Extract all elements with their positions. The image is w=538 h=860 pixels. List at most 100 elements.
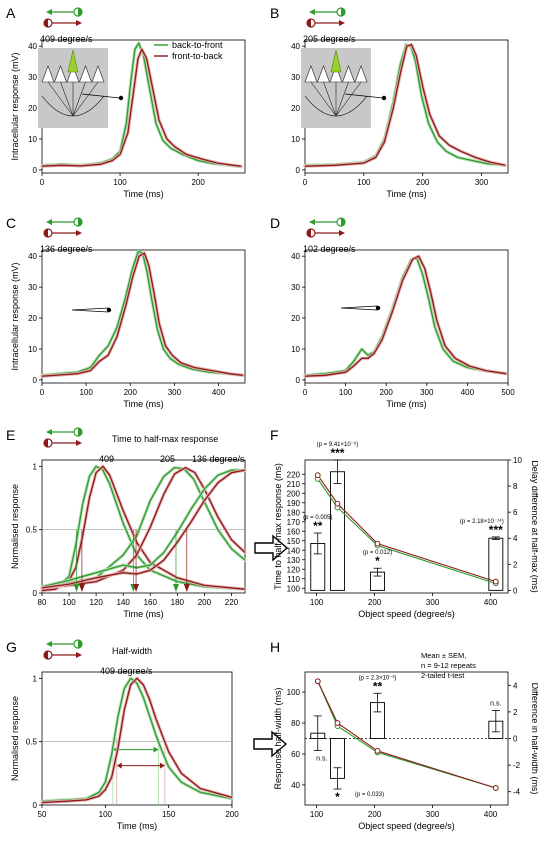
x-tick-label: 160 bbox=[144, 598, 158, 607]
x-tick-label: 80 bbox=[38, 598, 47, 607]
x-tick-label: 100 bbox=[339, 388, 353, 397]
object-pointer-icon bbox=[81, 93, 121, 99]
arrow-right-red-icon bbox=[44, 229, 48, 237]
y-tick-label: 10 bbox=[291, 345, 300, 354]
arrow-right-red-icon bbox=[307, 19, 311, 27]
y-tick-label: 20 bbox=[291, 314, 300, 323]
significance-stars: *** bbox=[330, 446, 344, 460]
y2-tick-label: 4 bbox=[513, 534, 518, 543]
series-line-red bbox=[317, 474, 496, 583]
x-axis-label: Object speed (degree/s) bbox=[358, 609, 455, 619]
p-value-label: (p = 0.012) bbox=[363, 550, 392, 556]
y-tick-label: 210 bbox=[287, 480, 301, 489]
x-tick-label: 120 bbox=[89, 598, 103, 607]
y-tick-label: 120 bbox=[287, 565, 301, 574]
x-tick-label: 400 bbox=[484, 598, 498, 607]
object-pointer-icon bbox=[375, 305, 381, 311]
panel-a: 0 100 200 0 10 20 30 40 Time (ms) Intracellular r… bbox=[10, 7, 246, 199]
series-line-red bbox=[41, 677, 233, 804]
x-tick-label: 220 bbox=[225, 598, 239, 607]
rhabdomere-line bbox=[335, 81, 349, 117]
p-value-label: (p = 0.005) bbox=[303, 515, 332, 521]
speed-label: 136 degree/s bbox=[40, 244, 93, 254]
data-point-red bbox=[492, 785, 499, 791]
series-line-red bbox=[41, 465, 246, 592]
x-tick-label: 150 bbox=[162, 810, 176, 819]
arrow-left-green-icon bbox=[78, 8, 82, 16]
significance-stars: ** bbox=[313, 519, 323, 533]
x-tick-label: 200 bbox=[416, 178, 430, 187]
x-tick-label: 0 bbox=[40, 388, 45, 397]
arrow-left-green-icon bbox=[341, 218, 345, 226]
x-tick-label: 100 bbox=[99, 810, 113, 819]
p-value-label: (p = 0.033) bbox=[355, 792, 384, 798]
y-tick-label: 0.5 bbox=[26, 526, 38, 535]
x-tick-label: 200 bbox=[368, 810, 382, 819]
series-line-green bbox=[41, 250, 243, 376]
y-tick-label: 80 bbox=[291, 719, 300, 728]
series-sem-band bbox=[40, 676, 234, 805]
y-axis-label: Intracellular response (mV) bbox=[10, 262, 20, 370]
ns-label: n.s. bbox=[490, 701, 501, 708]
arrow-left-green-icon bbox=[341, 8, 345, 16]
rhabdomere-line bbox=[60, 81, 74, 117]
object-pointer-icon bbox=[106, 307, 112, 313]
panel-letter: B bbox=[270, 5, 279, 21]
arrow-left-green-icon bbox=[309, 9, 315, 15]
panel-letter: G bbox=[6, 639, 17, 655]
plot-frame bbox=[41, 459, 246, 594]
plot-frame bbox=[304, 459, 509, 594]
rhabdomere-line bbox=[323, 81, 337, 117]
x-tick-label: 400 bbox=[484, 810, 498, 819]
hollow-right-arrow-icon bbox=[253, 730, 288, 758]
x-tick-label: 300 bbox=[420, 388, 434, 397]
fly-eye-inset-icon bbox=[38, 48, 108, 128]
x-tick-label: 400 bbox=[212, 388, 226, 397]
y-tick-label: 60 bbox=[291, 750, 300, 759]
y-tick-label: 100 bbox=[287, 688, 301, 697]
arrow-right-red-icon bbox=[76, 20, 82, 26]
y-tick-label: 170 bbox=[287, 518, 301, 527]
series-sem-band bbox=[40, 251, 245, 378]
y2-axis-label: Difference in half-width (ms) bbox=[530, 683, 538, 795]
speed-label: 409 degree/s bbox=[100, 666, 153, 676]
series-line-green bbox=[41, 677, 233, 802]
y-tick-label: 30 bbox=[291, 73, 300, 82]
arrow-left-green-icon bbox=[78, 218, 82, 226]
arrow-right-red-icon bbox=[307, 229, 311, 237]
half-max-marker-red bbox=[183, 584, 190, 592]
y-tick-label: 40 bbox=[291, 781, 300, 790]
half-width-arrowhead bbox=[159, 762, 165, 769]
rhabdomere-line bbox=[310, 81, 337, 117]
series-line-red bbox=[317, 681, 496, 789]
panel-e: 80 100 120 140 160 180 200 220 0 0.5 1 Time (ms) Nor… bbox=[10, 427, 289, 619]
y2-tick-label: 0 bbox=[513, 735, 518, 744]
y-tick-label: 160 bbox=[287, 527, 301, 536]
arrow-left-green-icon bbox=[46, 219, 52, 225]
ns-label: n.s. bbox=[316, 755, 327, 762]
y-tick-label: 0 bbox=[33, 166, 38, 175]
x-tick-label: 200 bbox=[124, 388, 138, 397]
speed-label: 205 bbox=[160, 454, 175, 464]
eye-outline bbox=[41, 95, 105, 117]
series-sem-band bbox=[40, 249, 245, 377]
half-width-arrowhead bbox=[153, 746, 159, 753]
fly-eye-inset-icon bbox=[301, 48, 371, 128]
data-point-red bbox=[314, 472, 321, 479]
data-point-red bbox=[334, 500, 341, 507]
rhabdomere-line bbox=[72, 81, 86, 117]
panel-letter: H bbox=[270, 639, 280, 655]
series-line-red bbox=[304, 255, 507, 377]
arrow-right-red-icon bbox=[339, 230, 345, 236]
y-tick-label: 40 bbox=[28, 252, 37, 261]
significance-stars: ** bbox=[373, 679, 383, 693]
rhabdomere-line bbox=[72, 81, 99, 117]
significance-stars: * bbox=[375, 554, 380, 568]
data-point-red bbox=[492, 578, 499, 585]
y-tick-label: 220 bbox=[287, 470, 301, 479]
half-width-arrowhead bbox=[116, 762, 122, 769]
series-sem-band bbox=[40, 676, 234, 803]
y-axis-label: Intracellular response (mV) bbox=[10, 52, 20, 160]
data-point-red bbox=[374, 540, 381, 547]
